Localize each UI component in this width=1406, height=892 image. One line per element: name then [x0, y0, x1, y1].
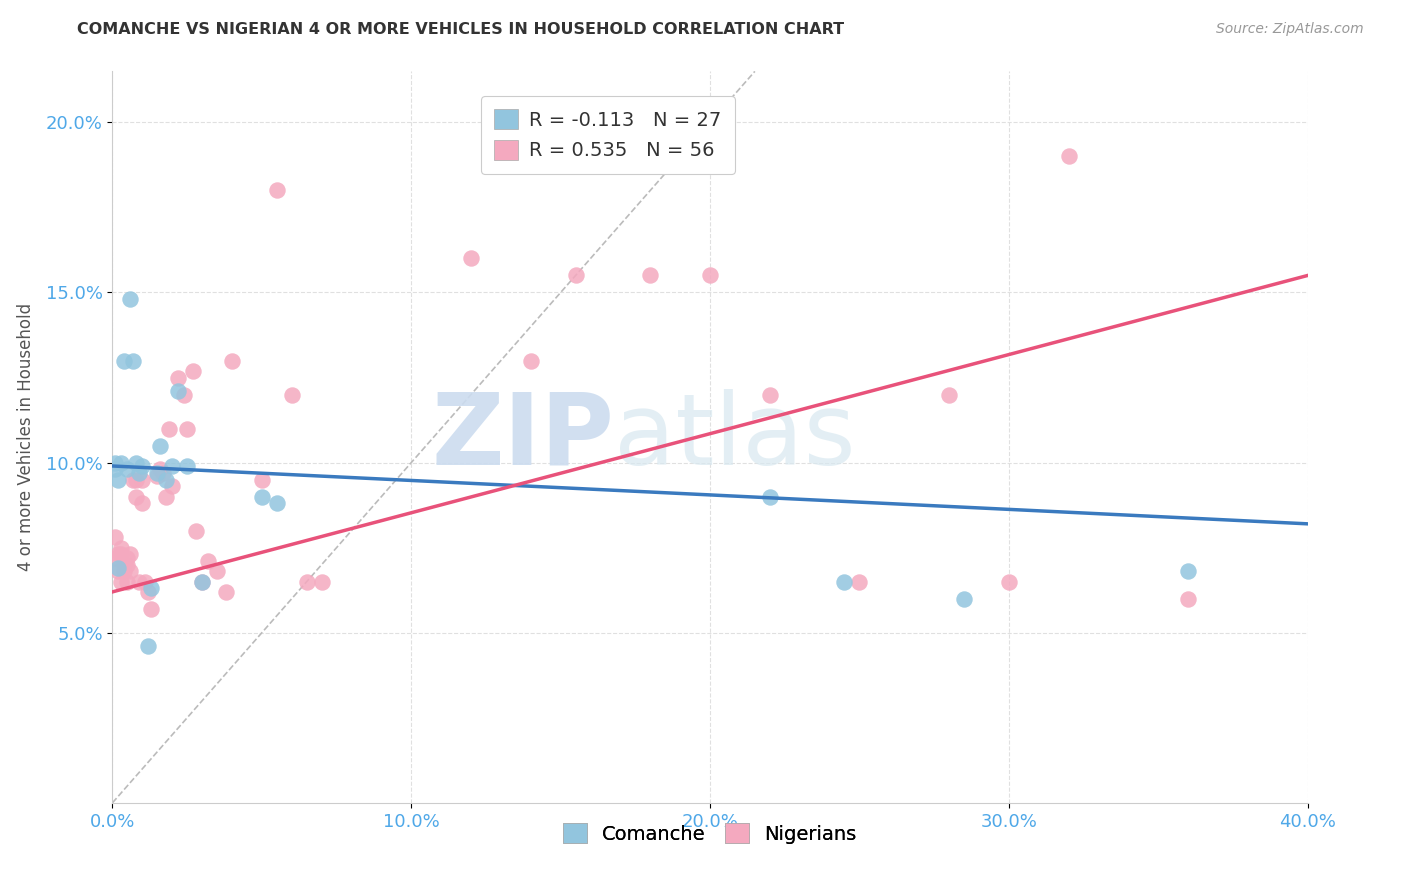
Point [848, 574, 870, 589]
Point [114, 565, 135, 579]
Point [281, 387, 304, 401]
Point [191, 574, 214, 589]
Text: COMANCHE VS NIGERIAN 4 OR MORE VEHICLES IN HOUSEHOLD CORRELATION CHART: COMANCHE VS NIGERIAN 4 OR MORE VEHICLES … [77, 22, 845, 37]
Point [162, 479, 183, 493]
Point [155, 473, 177, 487]
Point [138, 640, 160, 654]
Point [104, 550, 127, 565]
Point [460, 252, 482, 266]
Point [1177, 591, 1199, 606]
Point [107, 473, 129, 487]
Point [117, 558, 139, 572]
Point [125, 473, 148, 487]
Text: ZIP: ZIP [432, 389, 614, 485]
Point [295, 574, 318, 589]
Point [564, 268, 586, 283]
Point [162, 458, 183, 473]
Point [699, 268, 721, 283]
Point [167, 370, 190, 384]
Point [104, 456, 127, 470]
Point [191, 574, 214, 589]
Point [205, 565, 228, 579]
Point [104, 531, 127, 545]
Point [110, 574, 132, 589]
Point [107, 548, 129, 562]
Point [131, 458, 153, 473]
Point [215, 585, 238, 599]
Point [146, 469, 169, 483]
Point [998, 574, 1021, 589]
Point [250, 490, 273, 504]
Point [155, 490, 177, 504]
Point [520, 353, 543, 368]
Point [141, 602, 163, 616]
Point [131, 496, 153, 510]
Point [120, 293, 142, 307]
Point [117, 462, 139, 476]
Point [128, 466, 150, 480]
Point [110, 541, 132, 555]
Point [1177, 565, 1199, 579]
Point [266, 496, 288, 510]
Point [579, 132, 602, 146]
Point [110, 548, 132, 562]
Legend: Comanche, Nigerians: Comanche, Nigerians [555, 815, 865, 852]
Point [131, 473, 153, 487]
Point [107, 561, 129, 575]
Point [266, 183, 288, 197]
Point [141, 582, 163, 596]
Point [146, 466, 169, 480]
Point [167, 384, 190, 399]
Point [122, 353, 145, 368]
Point [107, 565, 129, 579]
Point [110, 456, 132, 470]
Y-axis label: 4 or more Vehicles in Household: 4 or more Vehicles in Household [17, 303, 35, 571]
Point [104, 462, 127, 476]
Point [125, 456, 148, 470]
Point [197, 554, 219, 568]
Point [120, 565, 142, 579]
Point [311, 574, 333, 589]
Point [122, 473, 145, 487]
Point [250, 473, 273, 487]
Point [834, 574, 856, 589]
Point [120, 548, 142, 562]
Point [186, 524, 208, 538]
Point [125, 490, 148, 504]
Point [134, 574, 156, 589]
Point [759, 490, 782, 504]
Point [138, 585, 160, 599]
Point [759, 387, 782, 401]
Text: atlas: atlas [614, 389, 856, 485]
Point [1057, 149, 1080, 163]
Text: Source: ZipAtlas.com: Source: ZipAtlas.com [1216, 22, 1364, 37]
Point [117, 574, 139, 589]
Point [176, 421, 198, 435]
Point [149, 439, 172, 453]
Point [152, 466, 174, 480]
Point [157, 421, 180, 435]
Point [953, 591, 976, 606]
Point [181, 364, 204, 378]
Point [938, 387, 960, 401]
Point [128, 574, 150, 589]
Point [149, 462, 172, 476]
Point [114, 353, 135, 368]
Point [117, 550, 139, 565]
Point [221, 353, 243, 368]
Point [173, 387, 195, 401]
Point [176, 458, 198, 473]
Point [114, 558, 135, 572]
Point [640, 268, 662, 283]
